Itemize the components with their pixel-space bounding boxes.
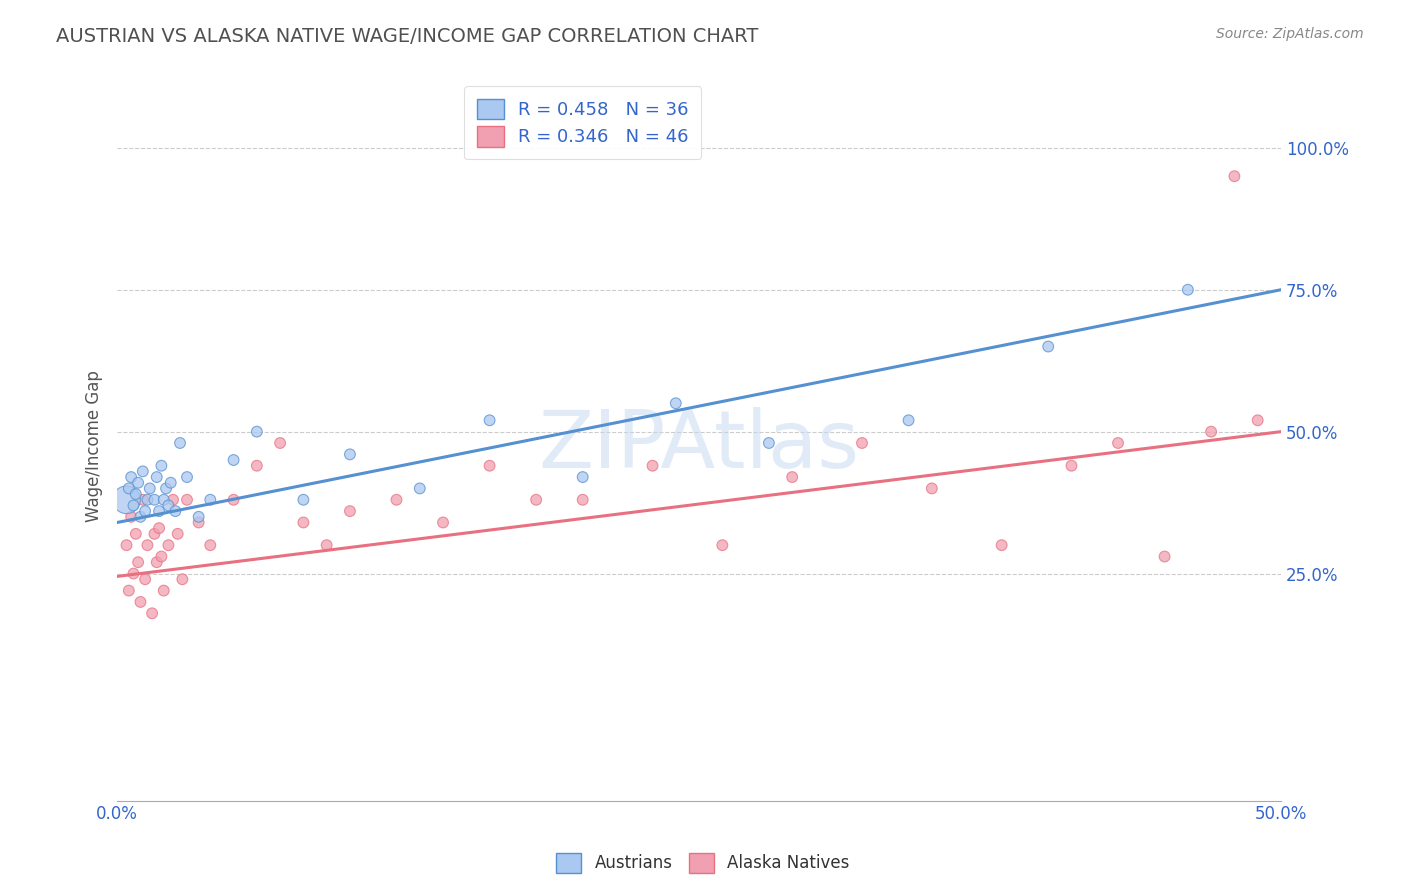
Point	[143, 492, 166, 507]
Point	[157, 499, 180, 513]
Point	[134, 572, 156, 586]
Point	[246, 425, 269, 439]
Point	[125, 526, 148, 541]
Legend: Austrians, Alaska Natives: Austrians, Alaska Natives	[550, 847, 856, 880]
Point	[571, 492, 593, 507]
Text: ZIPAtlas: ZIPAtlas	[538, 407, 859, 485]
Point	[152, 583, 174, 598]
Legend: R = 0.458   N = 36, R = 0.346   N = 46: R = 0.458 N = 36, R = 0.346 N = 46	[464, 86, 702, 159]
Point	[165, 504, 187, 518]
Point	[187, 509, 209, 524]
Text: Source: ZipAtlas.com: Source: ZipAtlas.com	[1216, 27, 1364, 41]
Point	[157, 538, 180, 552]
Point	[524, 492, 547, 507]
Point	[155, 482, 177, 496]
Point	[641, 458, 664, 473]
Point	[166, 526, 188, 541]
Point	[665, 396, 688, 410]
Point	[269, 436, 291, 450]
Point	[141, 607, 163, 621]
Point	[222, 492, 245, 507]
Point	[1038, 339, 1060, 353]
Point	[897, 413, 920, 427]
Point	[136, 492, 159, 507]
Point	[159, 475, 181, 490]
Point	[118, 583, 141, 598]
Point	[432, 516, 454, 530]
Point	[145, 470, 167, 484]
Point	[129, 509, 152, 524]
Point	[1060, 458, 1083, 473]
Point	[200, 538, 222, 552]
Point	[851, 436, 873, 450]
Point	[125, 487, 148, 501]
Point	[1223, 169, 1246, 184]
Point	[571, 470, 593, 484]
Point	[120, 509, 142, 524]
Point	[148, 504, 170, 518]
Point	[118, 482, 141, 496]
Point	[129, 595, 152, 609]
Point	[292, 516, 315, 530]
Point	[127, 555, 149, 569]
Point	[222, 453, 245, 467]
Point	[478, 458, 501, 473]
Point	[385, 492, 408, 507]
Point	[339, 504, 361, 518]
Point	[134, 504, 156, 518]
Point	[127, 475, 149, 490]
Point	[758, 436, 780, 450]
Point	[120, 470, 142, 484]
Point	[478, 413, 501, 427]
Point	[1177, 283, 1199, 297]
Point	[315, 538, 337, 552]
Point	[139, 482, 162, 496]
Point	[176, 492, 198, 507]
Point	[921, 482, 943, 496]
Point	[200, 492, 222, 507]
Text: AUSTRIAN VS ALASKA NATIVE WAGE/INCOME GAP CORRELATION CHART: AUSTRIAN VS ALASKA NATIVE WAGE/INCOME GA…	[56, 27, 759, 45]
Point	[780, 470, 803, 484]
Point	[1199, 425, 1222, 439]
Point	[339, 447, 361, 461]
Point	[122, 566, 145, 581]
Point	[711, 538, 734, 552]
Point	[145, 555, 167, 569]
Point	[150, 549, 173, 564]
Point	[1247, 413, 1270, 427]
Point	[136, 538, 159, 552]
Point	[148, 521, 170, 535]
Point	[115, 538, 138, 552]
Point	[187, 516, 209, 530]
Point	[132, 492, 155, 507]
Point	[132, 464, 155, 478]
Point	[409, 482, 432, 496]
Point	[122, 499, 145, 513]
Point	[1153, 549, 1175, 564]
Y-axis label: Wage/Income Gap: Wage/Income Gap	[86, 370, 103, 522]
Point	[176, 470, 198, 484]
Point	[143, 526, 166, 541]
Point	[246, 458, 269, 473]
Point	[1107, 436, 1129, 450]
Point	[115, 492, 138, 507]
Point	[152, 492, 174, 507]
Point	[162, 492, 184, 507]
Point	[292, 492, 315, 507]
Point	[169, 436, 191, 450]
Point	[990, 538, 1012, 552]
Point	[172, 572, 194, 586]
Point	[150, 458, 173, 473]
